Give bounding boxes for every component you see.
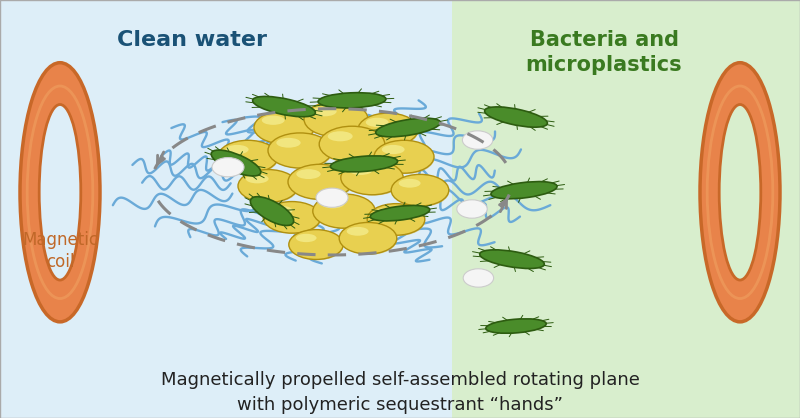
- Ellipse shape: [374, 140, 434, 173]
- Ellipse shape: [250, 197, 294, 225]
- Ellipse shape: [268, 133, 332, 168]
- Ellipse shape: [366, 118, 389, 127]
- Ellipse shape: [262, 116, 285, 125]
- Ellipse shape: [370, 205, 430, 221]
- Polygon shape: [0, 0, 452, 418]
- Ellipse shape: [398, 179, 421, 188]
- Ellipse shape: [342, 225, 397, 255]
- Ellipse shape: [313, 194, 375, 228]
- Ellipse shape: [312, 107, 337, 116]
- Ellipse shape: [330, 156, 398, 172]
- Ellipse shape: [376, 118, 440, 137]
- Ellipse shape: [323, 129, 385, 163]
- Polygon shape: [452, 0, 800, 418]
- Ellipse shape: [307, 104, 368, 138]
- Ellipse shape: [344, 163, 403, 196]
- Ellipse shape: [491, 181, 557, 199]
- Ellipse shape: [349, 166, 373, 175]
- Ellipse shape: [263, 201, 321, 233]
- Ellipse shape: [321, 199, 345, 208]
- Ellipse shape: [276, 138, 301, 148]
- Ellipse shape: [292, 232, 343, 260]
- Ellipse shape: [289, 229, 343, 260]
- Ellipse shape: [253, 97, 315, 117]
- Ellipse shape: [242, 172, 298, 203]
- Text: Bacteria and
microplastics: Bacteria and microplastics: [526, 30, 682, 75]
- Ellipse shape: [394, 177, 449, 207]
- Ellipse shape: [457, 200, 487, 218]
- Text: Clean water: Clean water: [117, 30, 267, 50]
- Text: Magnetic
coil: Magnetic coil: [22, 231, 98, 271]
- Ellipse shape: [346, 227, 369, 236]
- Ellipse shape: [719, 104, 761, 280]
- Ellipse shape: [218, 140, 278, 173]
- Ellipse shape: [485, 107, 547, 127]
- Ellipse shape: [258, 113, 314, 145]
- Ellipse shape: [288, 164, 352, 199]
- Ellipse shape: [341, 161, 403, 195]
- Ellipse shape: [370, 206, 425, 236]
- Ellipse shape: [296, 234, 317, 242]
- Ellipse shape: [700, 63, 780, 322]
- Ellipse shape: [378, 143, 434, 174]
- Ellipse shape: [296, 169, 321, 179]
- Ellipse shape: [266, 204, 321, 234]
- Ellipse shape: [318, 93, 386, 108]
- Ellipse shape: [486, 319, 546, 333]
- Ellipse shape: [291, 167, 352, 200]
- Ellipse shape: [271, 135, 332, 169]
- Ellipse shape: [226, 145, 249, 154]
- Ellipse shape: [358, 113, 418, 146]
- Ellipse shape: [480, 250, 544, 268]
- Ellipse shape: [304, 102, 368, 137]
- Ellipse shape: [211, 150, 261, 176]
- Ellipse shape: [246, 174, 269, 184]
- Ellipse shape: [328, 131, 353, 141]
- Ellipse shape: [212, 158, 244, 177]
- Ellipse shape: [319, 126, 385, 162]
- Ellipse shape: [39, 104, 81, 280]
- Ellipse shape: [339, 222, 397, 254]
- Text: Magnetically propelled self-assembled rotating plane
with polymeric sequestrant : Magnetically propelled self-assembled ro…: [161, 372, 639, 414]
- Ellipse shape: [316, 188, 348, 207]
- Ellipse shape: [362, 115, 418, 147]
- Ellipse shape: [367, 204, 425, 235]
- Ellipse shape: [382, 145, 405, 154]
- Ellipse shape: [20, 63, 100, 322]
- Ellipse shape: [270, 206, 293, 215]
- Ellipse shape: [374, 208, 397, 217]
- Ellipse shape: [254, 111, 314, 144]
- Ellipse shape: [462, 131, 493, 149]
- Ellipse shape: [316, 196, 375, 229]
- Ellipse shape: [463, 269, 494, 287]
- Ellipse shape: [222, 143, 278, 174]
- Ellipse shape: [391, 174, 449, 206]
- Ellipse shape: [238, 170, 298, 202]
